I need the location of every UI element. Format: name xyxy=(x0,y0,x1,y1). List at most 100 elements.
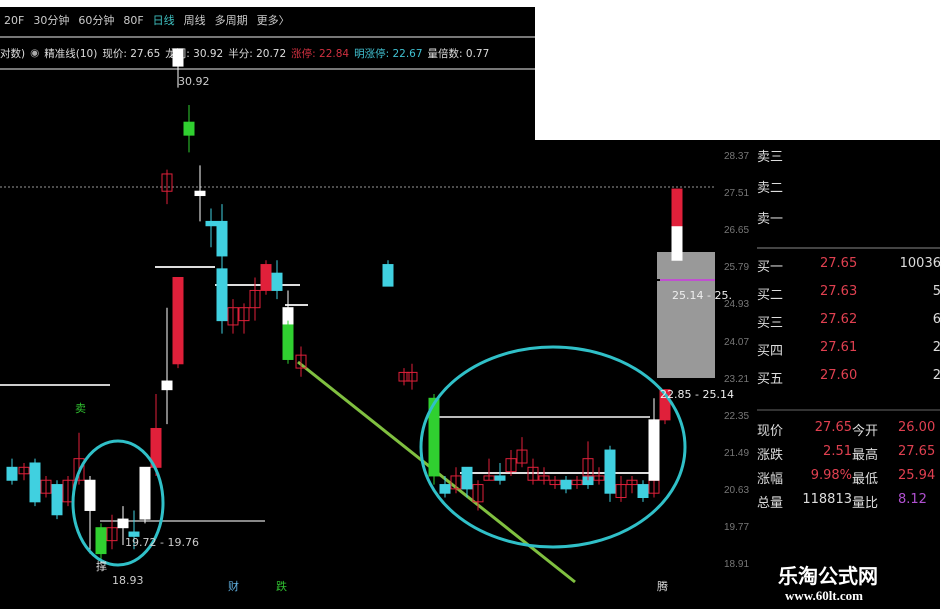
period-20f[interactable]: 20F xyxy=(4,13,25,27)
candle-body xyxy=(161,173,173,192)
stat-value: 9.98% xyxy=(810,468,852,483)
buy-level-volume: 10036 xyxy=(899,256,941,271)
candle-body xyxy=(648,419,660,481)
y-tick-label: 20.63 xyxy=(724,484,750,496)
sell-level-label: 卖三 xyxy=(757,150,784,165)
indicator-field: 涨停: 22.84 xyxy=(291,47,350,60)
stat-value: 118813 xyxy=(802,492,852,507)
chart-annotation: 卖 xyxy=(75,402,86,415)
y-tick-label: 26.65 xyxy=(724,225,750,237)
candle-body xyxy=(671,188,683,227)
candle-body xyxy=(139,466,151,520)
chart-annotation: 18.93 xyxy=(112,574,144,587)
candle-body xyxy=(106,527,118,542)
candle-body xyxy=(40,479,52,494)
quote-panel-background xyxy=(535,140,940,609)
highlight-ellipse xyxy=(71,439,165,567)
candle-body xyxy=(29,462,41,503)
chart-annotation: 跌 xyxy=(276,580,287,593)
stat-label: 涨跌 xyxy=(757,448,784,463)
indicator-name[interactable]: 精准线(10) xyxy=(44,47,98,60)
divider xyxy=(0,68,535,70)
candle-body xyxy=(227,307,239,326)
stat-value: 27.65 xyxy=(814,420,852,435)
settings-icon[interactable]: ◉ xyxy=(30,47,40,59)
period-more[interactable]: 更多〉 xyxy=(256,14,290,27)
candle-body xyxy=(172,276,184,365)
buy-level-label: 买四 xyxy=(757,344,784,359)
candle-body xyxy=(604,466,616,494)
period-multi[interactable]: 多周期 xyxy=(214,14,248,27)
candle-body xyxy=(659,389,671,421)
stat-label: 量比 xyxy=(852,496,879,511)
candle-body xyxy=(560,479,572,490)
period-weekly[interactable]: 周线 xyxy=(183,14,206,27)
stat-label: 最高 xyxy=(852,448,879,463)
candle-body xyxy=(505,458,517,473)
candle-body xyxy=(538,475,550,481)
buy-level-price: 27.63 xyxy=(820,284,858,299)
candle-body xyxy=(6,466,18,481)
buy-level-price: 27.62 xyxy=(820,312,858,327)
stat-label: 最低 xyxy=(852,472,879,487)
chart-annotation: 22.85 - 25.14 xyxy=(660,388,734,401)
buy-level-volume: 2 xyxy=(932,340,941,355)
sell-level-label: 卖二 xyxy=(757,181,784,196)
chart-annotation: 财 xyxy=(228,580,239,593)
candle-body xyxy=(260,264,272,291)
scale-label: 对数) xyxy=(0,47,26,60)
candle-body xyxy=(615,484,627,499)
candle-body xyxy=(271,272,283,291)
candle-body xyxy=(549,479,561,486)
chart-annotation: 腾 xyxy=(657,580,668,593)
candle-body xyxy=(516,449,528,464)
stat-value: 25.94 xyxy=(898,468,936,483)
period-daily[interactable]: 日线 xyxy=(152,14,175,27)
indicator-field: 现价: 27.65 xyxy=(102,47,161,60)
candle-body xyxy=(461,466,473,490)
stat-value: 27.65 xyxy=(898,444,936,459)
indicator-field: 明涨停: 22.67 xyxy=(354,47,423,60)
candle-body xyxy=(128,531,140,537)
chart-annotation: 30.92 xyxy=(178,75,210,88)
stat-label: 今开 xyxy=(852,424,879,439)
buy-level-volume: 2 xyxy=(932,368,941,383)
candle-body xyxy=(172,48,184,67)
candle-body xyxy=(494,475,506,481)
buy-level-price: 27.61 xyxy=(820,340,858,355)
buy-level-price: 27.60 xyxy=(820,368,858,383)
candle-body xyxy=(194,190,206,197)
y-tick-label: 24.93 xyxy=(724,299,750,311)
stat-value: 8.12 xyxy=(898,492,927,507)
candle-body xyxy=(73,458,85,481)
buy-level-label: 买一 xyxy=(757,260,784,275)
candle-body xyxy=(637,484,649,499)
candle-body xyxy=(205,220,217,227)
candle-body xyxy=(216,268,228,322)
sell-level-label: 卖一 xyxy=(757,212,784,227)
period-30min[interactable]: 30分钟 xyxy=(33,14,70,27)
candle-body xyxy=(582,458,594,477)
candle-body xyxy=(406,371,418,382)
stat-label: 现价 xyxy=(757,424,784,439)
candle-body xyxy=(671,225,683,261)
candle-body xyxy=(593,475,605,481)
stat-label: 涨幅 xyxy=(757,472,784,487)
candle-body xyxy=(398,371,410,382)
period-80f[interactable]: 80F xyxy=(123,13,144,27)
period-60min[interactable]: 60分钟 xyxy=(78,14,115,27)
candle-body xyxy=(295,354,307,369)
candle-body xyxy=(527,466,539,481)
indicator-field: 量倍数: 0.77 xyxy=(427,47,490,60)
candle-body xyxy=(51,484,63,516)
candle-body xyxy=(439,484,451,494)
candle-body xyxy=(183,121,195,136)
candle-body xyxy=(626,479,638,486)
candle-body xyxy=(249,289,261,309)
chart-annotation: 撑 xyxy=(96,560,107,573)
y-tick-label: 25.79 xyxy=(724,262,750,274)
buy-level-label: 买五 xyxy=(757,372,784,387)
y-tick-label: 18.91 xyxy=(724,559,750,571)
y-tick-label: 27.51 xyxy=(724,188,750,200)
